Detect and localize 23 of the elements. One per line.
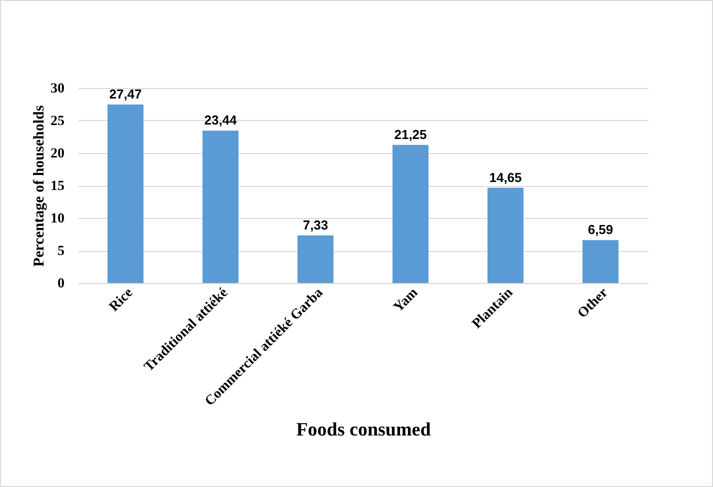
data-label: 21,25 (394, 126, 427, 142)
x-tick-label: Yam (391, 285, 422, 316)
y-tick-label: 20 (50, 146, 64, 162)
y-tick-label: 0 (58, 276, 64, 292)
y-tick-label: 10 (50, 212, 64, 226)
bar (202, 130, 238, 283)
bar (108, 104, 144, 283)
data-label: 14,65 (489, 170, 522, 185)
y-tick-label: 5 (58, 244, 64, 259)
y-tick-label: 30 (50, 82, 64, 96)
y-tick-label: 15 (50, 179, 64, 194)
bar (298, 235, 334, 283)
bar (582, 240, 618, 283)
bar (392, 144, 428, 283)
data-label: 23,44 (204, 112, 238, 128)
x-axis-title: Foods consumed (296, 419, 432, 440)
y-tick-label: 25 (50, 114, 64, 129)
data-label: 27,47 (109, 86, 142, 102)
data-label: 6,59 (588, 222, 614, 238)
bar (488, 188, 524, 283)
y-axis-title: Percentage of households (32, 105, 48, 267)
x-tick-label: Rice (106, 286, 136, 315)
data-label: 7,33 (302, 217, 328, 232)
